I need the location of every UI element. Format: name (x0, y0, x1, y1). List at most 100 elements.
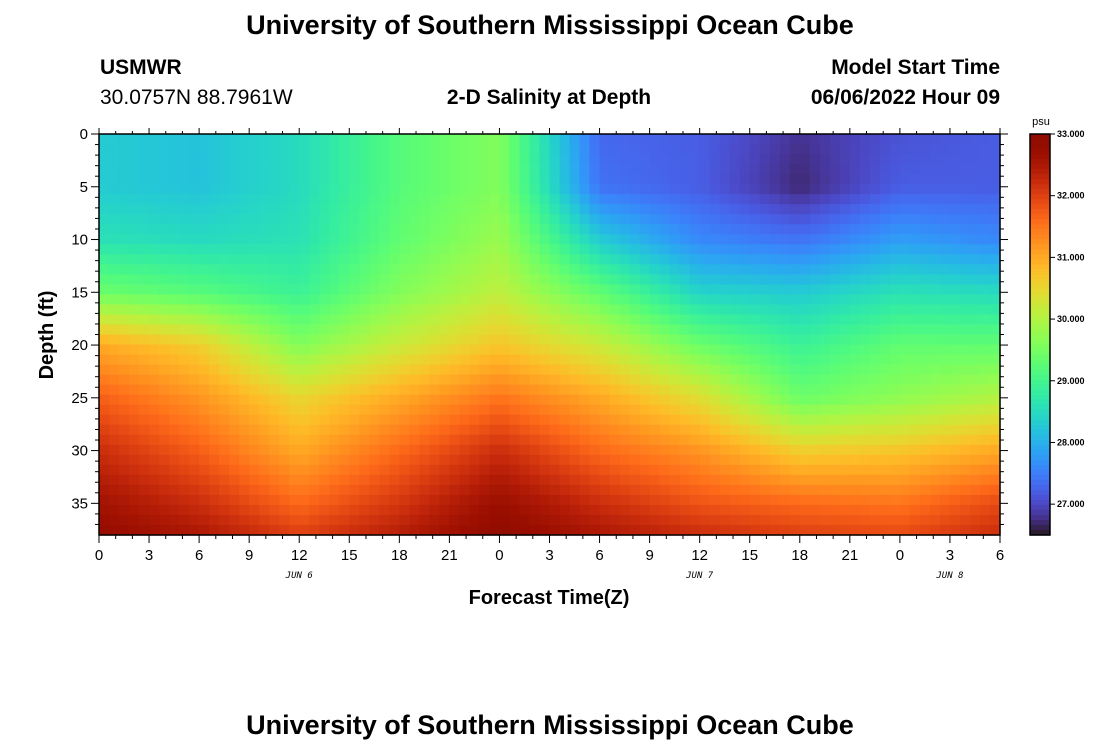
heatmap-cell (629, 274, 641, 285)
heatmap-cell (869, 244, 881, 255)
heatmap-cell (649, 284, 661, 296)
heatmap-cell (899, 224, 911, 235)
colorbar-segment (1030, 454, 1050, 461)
heatmap-cell (839, 214, 851, 225)
heatmap-cell (719, 244, 731, 255)
heatmap-cell (229, 424, 240, 436)
heatmap-cell (669, 494, 681, 506)
heatmap-cell (749, 374, 761, 386)
heatmap-cell (299, 144, 310, 155)
heatmap-cell (119, 484, 130, 496)
heatmap-cell (459, 494, 471, 506)
heatmap-cell (949, 274, 961, 285)
heatmap-cell (309, 184, 320, 195)
heatmap-cell (529, 134, 541, 145)
heatmap-cell (449, 474, 460, 486)
heatmap-cell (389, 414, 400, 426)
heatmap-cell (109, 244, 120, 255)
heatmap-cell (469, 314, 481, 326)
heatmap-cell (349, 394, 360, 406)
heatmap-cell (139, 414, 150, 426)
heatmap-cell (379, 164, 390, 175)
heatmap-cell (169, 244, 180, 255)
heatmap-cell (379, 184, 390, 195)
heatmap-cell (429, 154, 440, 165)
heatmap-cell (399, 404, 410, 416)
heatmap-cell (719, 254, 731, 265)
heatmap-cell (239, 394, 250, 406)
heatmap-cell (549, 364, 561, 376)
heatmap-cell (539, 344, 551, 356)
heatmap-cell (569, 224, 581, 235)
heatmap-cell (339, 424, 350, 436)
heatmap-cell (369, 384, 380, 396)
heatmap-cell (539, 514, 551, 526)
heatmap-cell (729, 414, 741, 426)
heatmap-cell (719, 464, 731, 476)
heatmap-cell (329, 204, 340, 215)
heatmap-cell (99, 284, 110, 296)
heatmap-cell (259, 514, 270, 526)
heatmap-cell (939, 164, 951, 175)
heatmap-cell (539, 274, 551, 285)
heatmap-cell (449, 384, 460, 396)
heatmap-cell (369, 394, 380, 406)
heatmap-cell (689, 374, 701, 386)
heatmap-cell (299, 504, 310, 516)
heatmap-cell (449, 524, 460, 536)
heatmap-cell (719, 414, 731, 426)
heatmap-cell (459, 334, 471, 346)
heatmap-cell (839, 344, 851, 356)
heatmap-cell (509, 354, 521, 366)
heatmap-cell (759, 194, 771, 205)
heatmap-cell (819, 294, 831, 306)
heatmap-cell (219, 444, 230, 456)
heatmap-cell (509, 254, 521, 265)
x-axis-label: Forecast Time(Z) (469, 587, 630, 609)
heatmap-cell (519, 244, 531, 255)
heatmap-cell (829, 264, 841, 275)
heatmap-cell (109, 524, 120, 536)
heatmap-cell (289, 154, 300, 165)
heatmap-cell (519, 514, 531, 526)
heatmap-cell (269, 234, 280, 245)
heatmap-cell (639, 474, 651, 486)
heatmap-cell (859, 234, 871, 245)
heatmap-cell (399, 484, 410, 496)
heatmap-cell (749, 154, 761, 165)
heatmap-cell (389, 194, 400, 205)
heatmap-cell (929, 174, 941, 185)
heatmap-cell (679, 434, 691, 446)
heatmap-cell (839, 304, 851, 316)
heatmap-cell (929, 354, 941, 366)
heatmap-cell (189, 454, 200, 466)
heatmap-cell (919, 174, 931, 185)
colorbar-segment (1030, 269, 1050, 275)
heatmap-cell (749, 174, 761, 185)
heatmap-cell (899, 524, 911, 536)
heatmap-cell (399, 474, 410, 486)
heatmap-cell (969, 304, 981, 316)
heatmap-cell (259, 414, 270, 426)
heatmap-cell (509, 494, 521, 506)
heatmap-cell (139, 484, 150, 496)
heatmap-cell (759, 354, 771, 366)
colorbar-segment (1030, 429, 1050, 436)
heatmap-cell (129, 334, 140, 346)
heatmap-cell (579, 454, 591, 466)
heatmap-cell (819, 164, 831, 175)
heatmap-cell (579, 374, 591, 386)
heatmap-cell (889, 494, 901, 506)
heatmap-cell (99, 424, 110, 436)
heatmap-cell (99, 214, 110, 225)
heatmap-cell (659, 264, 671, 275)
heatmap-cell (829, 174, 841, 185)
heatmap-cell (769, 134, 781, 145)
heatmap-cell (349, 284, 360, 296)
heatmap-cell (209, 394, 220, 406)
heatmap-cell (189, 444, 200, 456)
heatmap-cell (109, 164, 120, 175)
heatmap-cell (229, 404, 240, 416)
heatmap-cell (209, 314, 220, 326)
heatmap-cell (189, 214, 200, 225)
